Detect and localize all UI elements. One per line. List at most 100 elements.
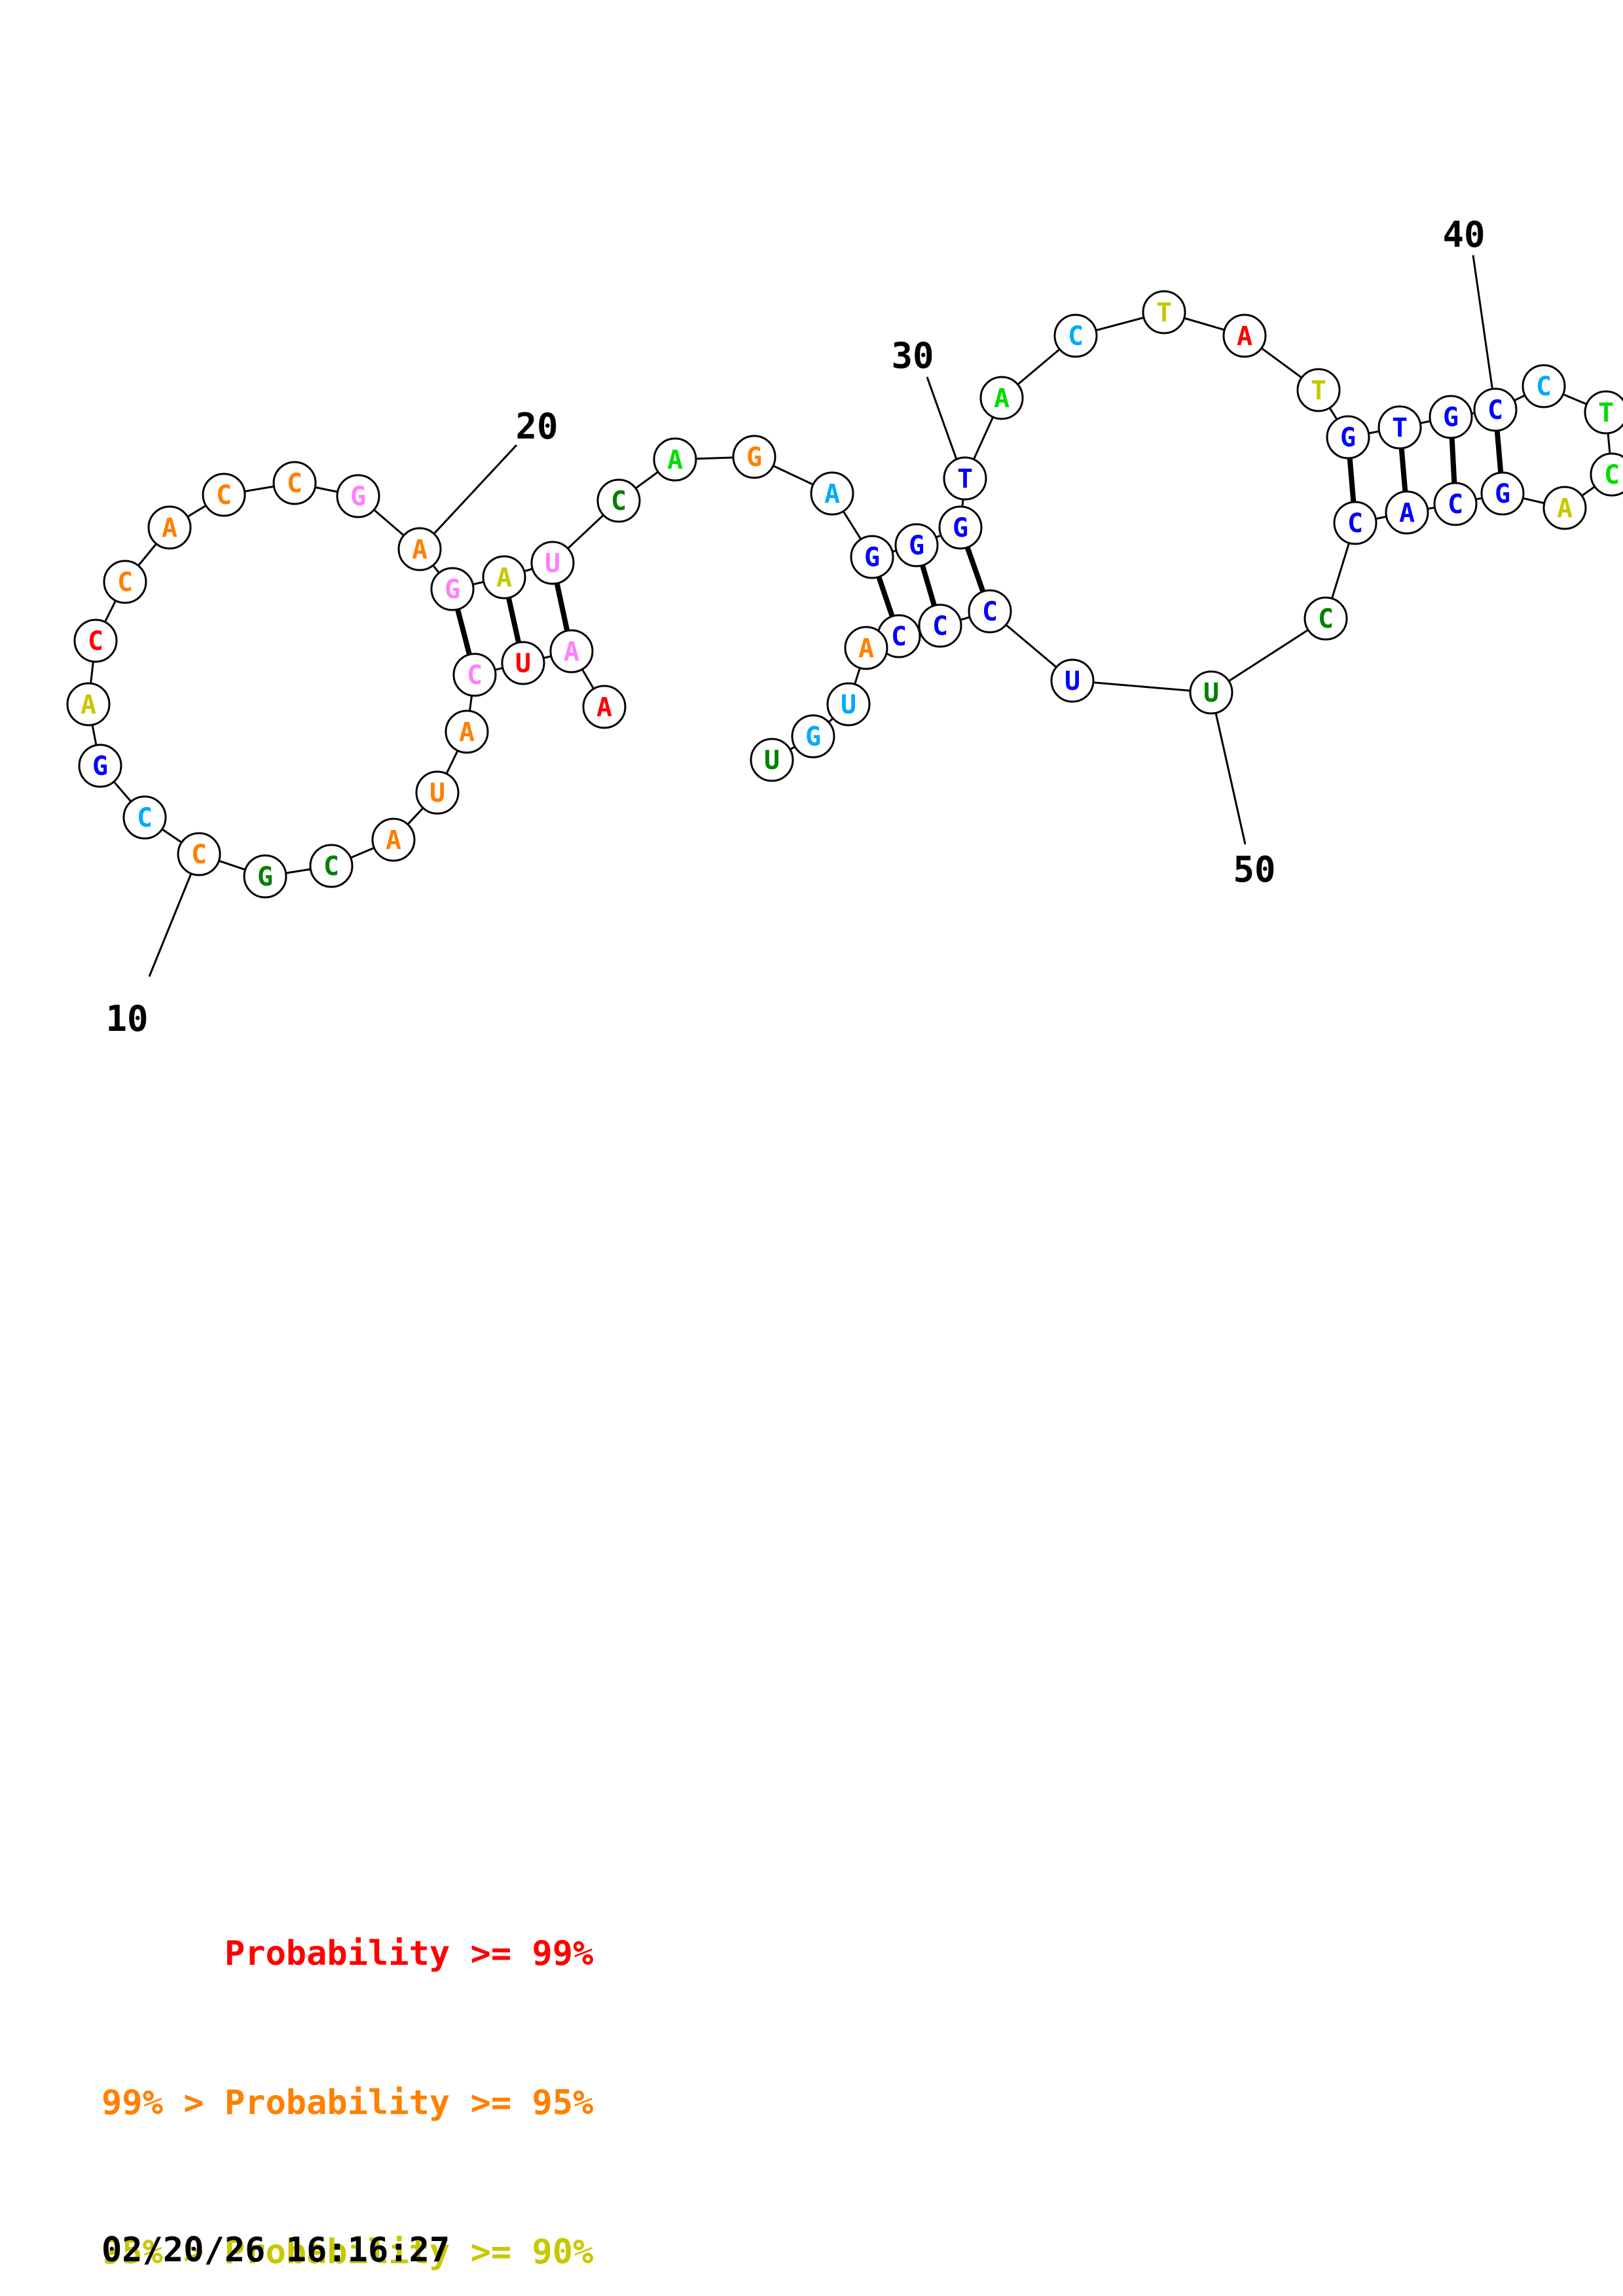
nucleotide-circle [1333,501,1377,545]
nucleotide-base: T [957,464,973,494]
nucleotide-circle [1050,658,1095,703]
nucleotide-circle [243,854,287,899]
position-label: 10 [105,998,148,1039]
nucleotide-circle [336,474,380,518]
nucleotide-circle [1296,368,1341,412]
nucleotide-circle [309,844,354,888]
nucleotide-circle [371,817,416,862]
nucleotide-base: C [1487,395,1503,425]
nucleotide-base: A [596,692,612,723]
nucleotide-base: G [92,751,108,781]
nucleotide-base: C [891,622,907,652]
nucleotide-circle [968,589,1012,634]
nucleotide-circle [1522,364,1566,408]
nucleotide-circle [850,535,894,579]
nucleotide-circle [1429,395,1473,439]
label-pointer-line [1472,255,1497,410]
position-label: 50 [1233,849,1275,890]
label-pointer-line [418,444,518,550]
nucleotide-base: A [386,825,401,855]
nucleotide-circle [1480,471,1525,516]
nucleotide-base: G [746,442,762,473]
nucleotide-base: C [1347,509,1363,539]
label-pointer-line [1210,692,1247,845]
nucleotide-circle [430,567,475,611]
nucleotide-base: C [1536,372,1552,402]
nucleotide-circle [938,505,983,550]
nucleotide-base: A [994,384,1010,414]
nucleotide-base: C [467,660,483,691]
nucleotide-base: C [117,567,133,598]
nucleotide-circle [810,471,854,516]
nucleotide-circle [530,541,575,585]
nucleotide-base: C [191,840,207,870]
nucleotide-base: C [88,626,103,656]
nucleotide-circle [1222,314,1267,358]
nucleotide-base: A [496,563,512,593]
nucleotide-base: C [932,611,948,641]
nucleotide-base: C [1068,321,1084,351]
nucleotide-base: A [412,535,428,565]
nucleotide-base: U [1065,666,1080,696]
nucleotide-base: G [1495,479,1510,509]
nucleotide-circle [1377,405,1422,450]
nucleotide-circle [1590,452,1623,497]
nucleotide-base: U [429,778,445,808]
nucleotide-base: A [459,717,475,747]
nucleotide-base: G [257,862,273,892]
legend-item: Probability >= 99% [101,1934,594,1973]
nucleotide-base: U [764,745,780,776]
nucleotide-base: G [1443,403,1459,433]
nucleotide-circle [732,435,776,479]
nucleotide-base: T [1392,413,1408,443]
nucleotide-base: A [1557,493,1573,524]
nucleotide-circle [272,461,317,505]
nucleotide-base: C [137,803,153,833]
nucleotide-circle [147,505,192,550]
nucleotide-base: T [1598,398,1614,428]
backbone-segment [1072,679,1212,694]
nucleotide-circle [1304,596,1348,641]
position-label: 40 [1442,214,1485,255]
nucleotide-circle [1584,390,1623,435]
nucleotide-base: A [1237,321,1252,351]
nucleotide-circle [943,456,987,501]
nucleotide-circle [791,714,835,759]
nucleotide-base: A [824,479,840,509]
nucleotide-base: A [81,690,96,720]
nucleotide-circle [1326,415,1370,459]
nucleotide-circle [918,603,962,648]
nucleotide-circle [415,770,460,815]
nucleotide-circle [122,795,167,840]
nucleotide-circle [582,685,627,729]
timestamp: 02/20/26 16:16:27 [101,2231,450,2270]
nucleotide-circle [177,832,221,876]
position-label: 30 [891,335,934,376]
nucleotide-base: U [515,649,531,679]
nucleotide-circle [1542,486,1587,530]
nucleotide-base: G [909,531,924,561]
backbone-segment [1211,617,1326,694]
nucleotide-circle [1433,482,1478,526]
nucleotide-base: G [953,513,968,543]
nucleotide-circle [73,619,118,663]
nucleotide-base: C [1604,460,1620,490]
nucleotide-circle [445,709,489,754]
nucleotide-circle [653,437,697,482]
nucleotide-base: G [445,575,460,605]
nucleotide-base: C [1318,604,1334,634]
position-label: 20 [515,406,558,447]
nucleotide-circle [1142,290,1186,334]
nucleotide-base: C [1448,490,1463,520]
legend-item: 99% > Probability >= 95% [101,2083,594,2123]
nucleotide-circle [482,555,526,600]
nucleotide-base: A [667,445,683,475]
nucleotide-circle [452,653,497,697]
nucleotide-base: A [162,513,177,543]
nucleotide-circle [844,626,888,670]
nucleotide-circle [549,629,594,673]
label-pointer-line [148,853,200,977]
probability-legend: Probability >= 99% 99% > Probability >= … [101,1829,593,2296]
